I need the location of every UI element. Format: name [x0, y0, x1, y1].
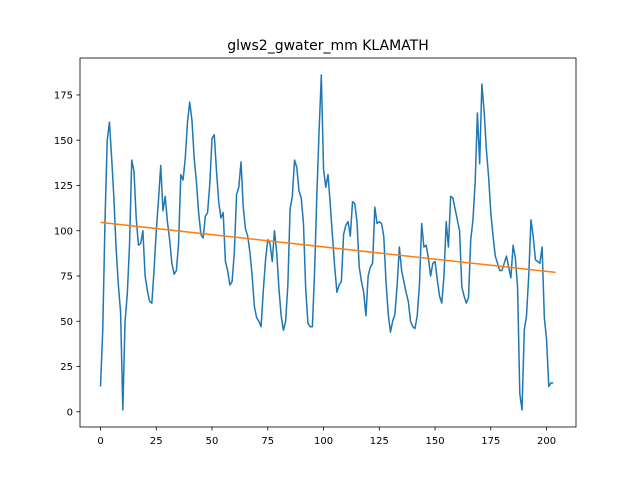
y-axis: 0 25 50 75 100 125 150 175: [54, 91, 80, 418]
series-line-1: [99, 74, 554, 411]
y-tick-label: 0: [67, 407, 73, 418]
x-axis: 0 25 50 75 100 125 150 175 200: [97, 427, 556, 447]
x-tick-label: 175: [481, 436, 500, 447]
series-layer: [99, 74, 556, 411]
y-tick-label: 150: [54, 136, 73, 147]
y-tick-label: 100: [54, 226, 73, 237]
y-tick-label: 50: [60, 317, 73, 328]
x-tick-label: 150: [426, 436, 445, 447]
x-tick-label: 50: [206, 436, 219, 447]
x-tick-label: 75: [261, 436, 274, 447]
y-tick-label: 125: [54, 181, 73, 192]
y-tick-label: 25: [60, 362, 73, 373]
x-tick-label: 200: [537, 436, 556, 447]
chart-title: glws2_gwater_mm KLAMATH: [227, 38, 428, 54]
x-tick-label: 100: [314, 436, 333, 447]
plot-frame: [79, 57, 577, 428]
series-line-2: [100, 221, 556, 274]
x-tick-label: 125: [370, 436, 389, 447]
y-tick-label: 75: [60, 272, 73, 283]
y-tick-label: 175: [54, 91, 73, 102]
x-tick-label: 25: [150, 436, 163, 447]
x-tick-label: 0: [97, 436, 103, 447]
